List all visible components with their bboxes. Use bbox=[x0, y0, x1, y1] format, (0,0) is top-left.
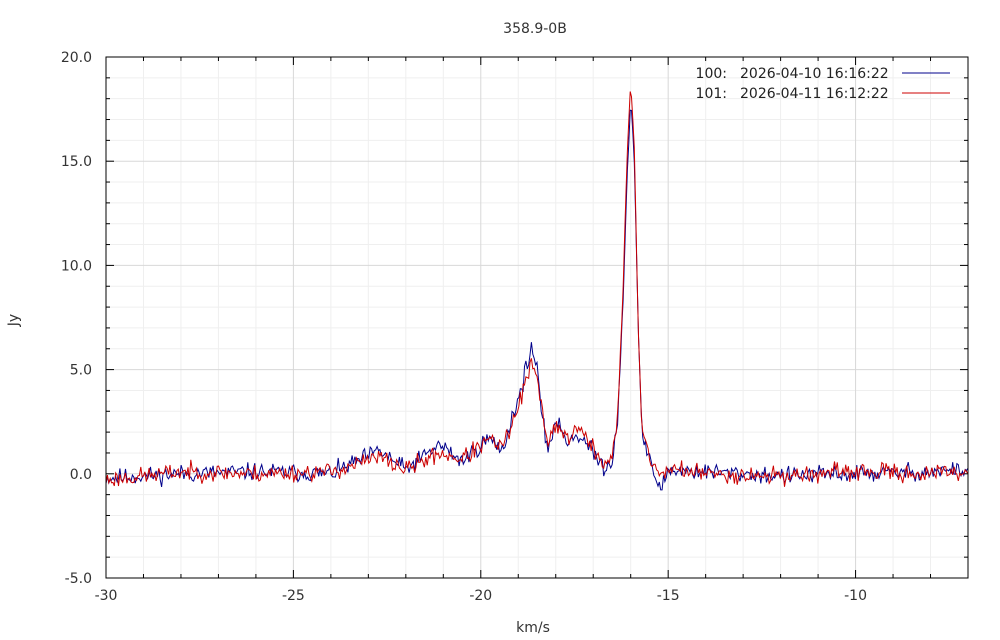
y-tick-label: -5.0 bbox=[65, 571, 92, 587]
y-axis-label: Jy bbox=[6, 314, 22, 327]
legend-series-date: 2026-04-11 16:12:22 bbox=[740, 86, 889, 102]
x-tick-label: -20 bbox=[469, 588, 492, 604]
x-tick-label: -15 bbox=[657, 588, 680, 604]
legend-series-name: 100: bbox=[696, 66, 727, 82]
grid-lines bbox=[105, 56, 969, 579]
legend-series-date: 2026-04-10 16:16:22 bbox=[740, 66, 889, 82]
y-tick-label: 20.0 bbox=[61, 50, 92, 66]
chart-title: 358.9-0B bbox=[503, 21, 567, 37]
series-line-1 bbox=[105, 91, 969, 487]
y-tick-label: 5.0 bbox=[70, 363, 92, 379]
tick-labels: -30 -25 -20 -15 -10 -5.0 0.0 5.0 10.0 15.0 20.0 bbox=[61, 50, 867, 604]
y-tick-label: 0.0 bbox=[70, 467, 92, 483]
x-axis-label: km/s bbox=[516, 620, 550, 636]
legend: 100: 2026-04-10 16:16:22 101: 2026-04-11 16… bbox=[696, 66, 950, 102]
y-tick-label: 10.0 bbox=[61, 258, 92, 274]
plot-frame bbox=[105, 56, 969, 579]
series-layer bbox=[105, 91, 969, 491]
legend-series-name: 101: bbox=[696, 86, 727, 102]
y-tick-label: 15.0 bbox=[61, 154, 92, 170]
x-tick-label: -10 bbox=[844, 588, 867, 604]
x-tick-label: -25 bbox=[282, 588, 305, 604]
x-tick-label: -30 bbox=[95, 588, 118, 604]
